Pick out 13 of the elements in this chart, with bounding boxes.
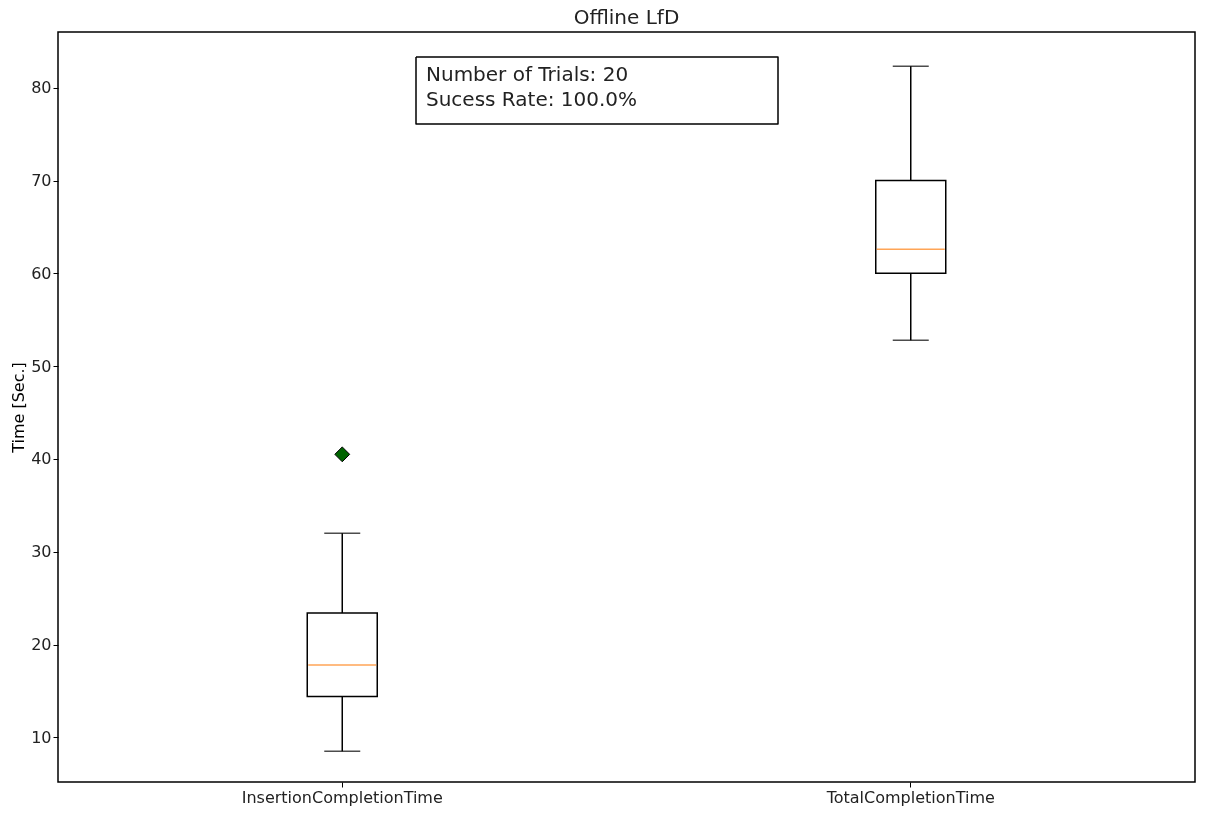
x-tick-label: InsertionCompletionTime [241,787,443,807]
y-tick-label: 30 [31,542,52,562]
y-tick-label: 50 [31,356,52,376]
y-tick-label: 80 [31,78,52,98]
annotation: Number of Trials: 20 Sucess Rate: 100.0% [426,62,638,111]
y-axis-title: Time [Sec.] [9,362,29,454]
y-tick-label: 20 [31,635,52,655]
y-tick-label: 60 [31,263,52,283]
chart-title: Offline LfD [573,5,680,29]
y-tick-label: 10 [31,727,52,747]
y-tick-label: 70 [31,171,52,191]
y-tick-label: 40 [31,449,52,469]
x-tick-label: TotalCompletionTime [825,787,995,807]
